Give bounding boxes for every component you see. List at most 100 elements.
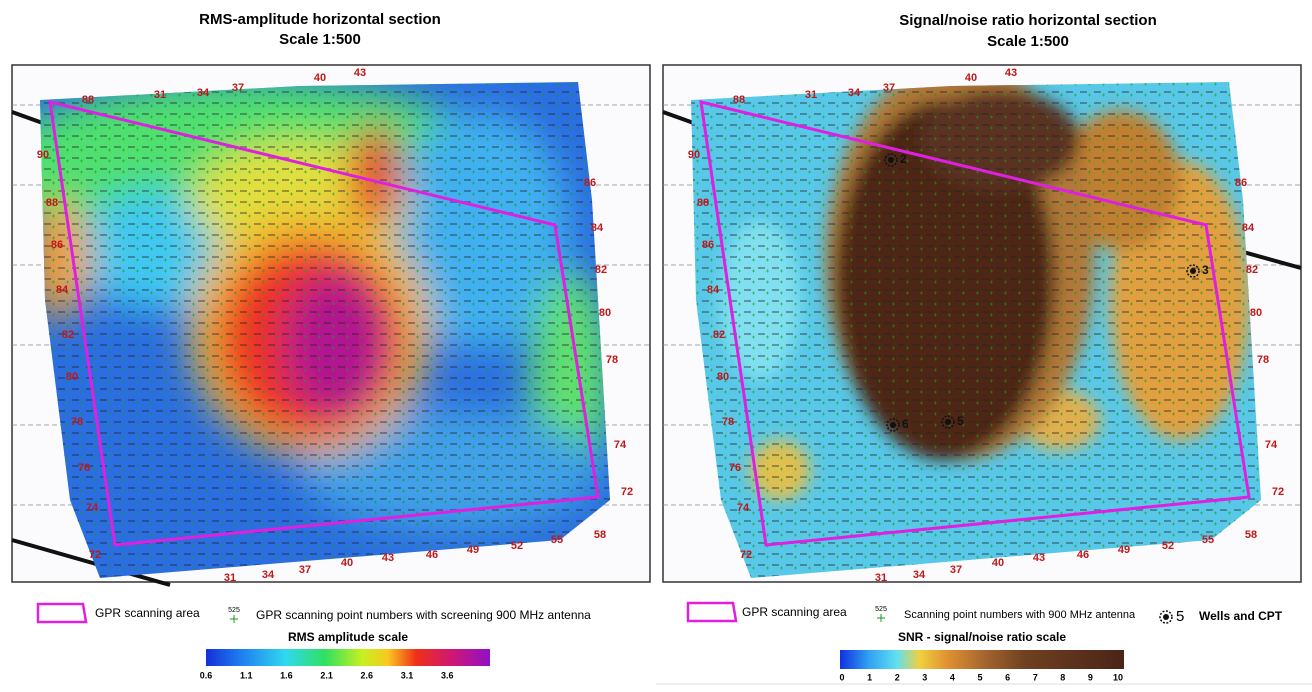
heatmap [40, 82, 610, 578]
legend-label: GPR scanning area [95, 606, 200, 620]
legend-label: Wells and CPT [1199, 609, 1283, 623]
panel-title: RMS-amplitude horizontal section [199, 11, 441, 28]
elevation-label: 40 [965, 72, 977, 84]
elevation-label: 72 [740, 549, 752, 561]
elevation-label: 78 [606, 354, 618, 366]
elevation-label: 74 [614, 439, 627, 451]
base-map [662, 64, 1302, 583]
scale-tick-label: 9 [1088, 672, 1093, 682]
well-marker [1190, 268, 1196, 274]
elevation-label: 46 [426, 549, 438, 561]
well-marker [890, 422, 896, 428]
legend-marker: 525 [228, 607, 240, 614]
elevation-label: 84 [56, 284, 69, 296]
scale-tick-label: 5 [977, 672, 982, 682]
color-scale [840, 650, 1124, 669]
elevation-label: 31 [154, 89, 166, 101]
elevation-label: 37 [950, 564, 962, 576]
elevation-label: 88 [733, 94, 745, 106]
well-marker [888, 157, 894, 163]
elevation-label: 72 [1272, 486, 1284, 498]
elevation-label: 43 [1033, 552, 1045, 564]
elevation-label: 34 [197, 87, 210, 99]
elevation-label: 86 [584, 177, 596, 189]
elevation-label: 86 [51, 239, 63, 251]
scale-tick-label: 2.6 [361, 670, 374, 680]
legend-label: GPR scanning area [742, 605, 847, 619]
elevation-label: 80 [1250, 307, 1262, 319]
elevation-label: 86 [702, 239, 714, 251]
scale-tick-label: 3.6 [441, 670, 454, 680]
heatmap [691, 82, 1261, 578]
elevation-label: 76 [78, 462, 90, 474]
elevation-label: 80 [66, 371, 78, 383]
well-marker [1186, 264, 1200, 278]
elevation-label: 31 [805, 89, 817, 101]
scale-tick-label: 0 [839, 672, 844, 682]
legend: GPR scanning area 525 GPR scanning point… [36, 601, 1312, 685]
well-label: 5 [957, 414, 964, 428]
elevation-label: 90 [688, 149, 700, 161]
well-marker [884, 153, 898, 167]
scale-tick-label: 4 [950, 672, 955, 682]
scale-tick-label: 2 [895, 672, 900, 682]
scale-tick-label: 3 [922, 672, 927, 682]
elevation-label: 88 [46, 197, 58, 209]
elevation-label: 82 [713, 329, 725, 341]
elevation-label: 88 [82, 94, 94, 106]
elevation-label: 34 [913, 569, 926, 581]
elevation-label: 40 [314, 72, 326, 84]
scale-tick-label: 7 [1033, 672, 1038, 682]
elevation-label: 84 [591, 222, 604, 234]
elevation-label: 46 [1077, 549, 1089, 561]
elevation-label: 31 [224, 572, 236, 584]
scale-title: SNR - signal/noise ratio scale [898, 630, 1066, 644]
elevation-label: 82 [62, 329, 74, 341]
elevation-label: 43 [354, 67, 366, 79]
elevation-label: 43 [382, 552, 394, 564]
elevation-label: 78 [722, 416, 734, 428]
elevation-label: 43 [1005, 67, 1017, 79]
elevation-label: 84 [707, 284, 720, 296]
elevation-label: 58 [594, 529, 606, 541]
elevation-label: 82 [1246, 264, 1258, 276]
panel-subtitle: Scale 1:500 [279, 31, 361, 48]
legend-marker: 525 [875, 606, 887, 613]
well-marker [945, 419, 951, 425]
legend-label: Scanning point numbers with 900 MHz ante… [904, 609, 1136, 621]
legend-label: GPR scanning point numbers with screenin… [256, 608, 591, 622]
panel-title: Signal/noise ratio horizontal section [899, 12, 1157, 29]
scale-tick-label: 1.1 [240, 670, 253, 680]
elevation-label: 49 [467, 544, 479, 556]
elevation-label: 86 [1235, 177, 1247, 189]
panel-subtitle: Scale 1:500 [987, 33, 1069, 50]
elevation-label: 52 [1162, 540, 1174, 552]
elevation-label: 58 [1245, 529, 1257, 541]
scale-tick-label: 6 [1005, 672, 1010, 682]
well-label: 3 [1202, 263, 1209, 277]
well-marker [941, 415, 955, 429]
elevation-label: 78 [1257, 354, 1269, 366]
elevation-label: 49 [1118, 544, 1130, 556]
well-marker [886, 418, 900, 432]
scale-tick-label: 1 [867, 672, 872, 682]
elevation-label: 37 [883, 82, 895, 94]
elevation-label: 84 [1242, 222, 1255, 234]
scale-tick-label: 2.1 [320, 670, 333, 680]
base-map [11, 64, 651, 587]
elevation-label: 82 [595, 264, 607, 276]
scale-tick-label: 10 [1113, 672, 1123, 682]
scale-tick-label: 3.1 [401, 670, 414, 680]
elevation-label: 88 [697, 197, 709, 209]
scale-tick-label: 1.6 [280, 670, 293, 680]
well-label: 2 [900, 152, 907, 166]
elevation-label: 90 [37, 149, 49, 161]
elevation-label: 55 [551, 534, 563, 546]
elevation-label: 31 [875, 572, 887, 584]
elevation-label: 40 [341, 557, 353, 569]
legend-marker: 5 [1176, 608, 1184, 625]
elevation-label: 72 [89, 549, 101, 561]
elevation-label: 37 [232, 82, 244, 94]
